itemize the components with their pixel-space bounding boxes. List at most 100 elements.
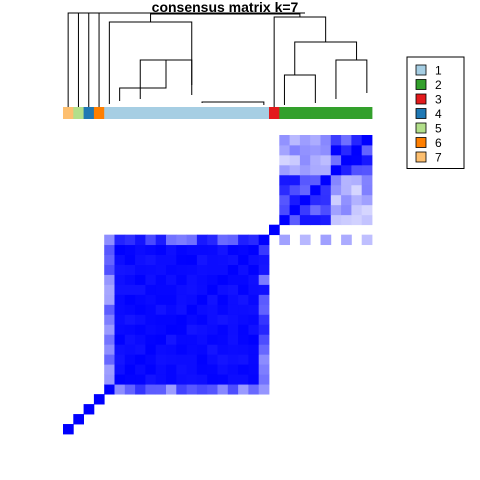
heatmap-cell (176, 244, 187, 255)
heatmap-cell (310, 154, 321, 166)
heatmap-cell (155, 384, 167, 395)
heatmap-cell (320, 194, 332, 206)
heatmap-cell (176, 304, 187, 315)
heatmap-cell (186, 314, 198, 325)
heatmap-cell (124, 364, 136, 375)
heatmap-cell (227, 254, 239, 265)
annotation-cell (279, 107, 290, 119)
heatmap-cell (351, 214, 363, 226)
heatmap-cell (83, 404, 95, 415)
heatmap-cell (289, 174, 301, 186)
heatmap-cell (124, 324, 136, 335)
heatmap-cell (289, 135, 301, 146)
heatmap-cell (155, 294, 167, 305)
heatmap-cell (207, 344, 218, 355)
heatmap-cell (104, 334, 115, 345)
heatmap-cell (207, 304, 218, 315)
heatmap-cell (176, 374, 187, 385)
heatmap-cell (135, 384, 146, 395)
heatmap-cell (238, 364, 249, 375)
heatmap-cell (238, 374, 249, 385)
heatmap-cell (279, 154, 290, 166)
heatmap-cell (166, 384, 177, 395)
heatmap-cell (279, 184, 290, 196)
heatmap-cell (330, 174, 342, 186)
heatmap-cell (248, 294, 260, 305)
heatmap-cell (114, 324, 126, 335)
heatmap-cell (114, 364, 126, 375)
heatmap-cell (258, 244, 270, 255)
heatmap-cell (166, 244, 177, 255)
heatmap-cell (186, 364, 198, 375)
annotation-cell (166, 107, 177, 119)
heatmap-cell (207, 384, 218, 395)
heatmap-cell (186, 384, 198, 395)
heatmap-cell (176, 284, 187, 295)
heatmap-cell (207, 244, 218, 255)
heatmap-cell (289, 204, 301, 216)
heatmap-cell (114, 384, 126, 395)
heatmap-cell (289, 154, 301, 166)
heatmap-cell (289, 164, 301, 176)
heatmap-cell (227, 334, 239, 345)
annotation-cell (299, 107, 311, 119)
heatmap-cell (207, 284, 218, 295)
heatmap-cell (135, 274, 146, 285)
heatmap-cell (217, 314, 229, 325)
heatmap-cell (341, 234, 352, 246)
heatmap-cell (145, 274, 157, 285)
cluster-annotation-bar (63, 107, 373, 119)
heatmap-cell (104, 244, 115, 255)
heatmap-cell (361, 194, 373, 206)
heatmap-cell (320, 144, 332, 156)
heatmap-cell (361, 154, 373, 166)
legend-swatch (415, 64, 427, 76)
heatmap-cell (310, 144, 321, 156)
heatmap-cell (279, 214, 290, 226)
annotation-cell (196, 107, 208, 119)
annotation-cell (145, 107, 157, 119)
annotation-cell (310, 107, 321, 119)
heatmap-cell (289, 214, 301, 226)
heatmap-cell (104, 254, 115, 265)
heatmap-cell (196, 304, 208, 315)
heatmap-cells (63, 135, 373, 435)
heatmap-cell (217, 284, 229, 295)
heatmap-cell (135, 344, 146, 355)
annotation-cell (258, 107, 270, 119)
heatmap-cell (361, 234, 373, 246)
heatmap-cell (114, 254, 126, 265)
annotation-cell (248, 107, 260, 119)
legend-swatch (415, 151, 427, 163)
heatmap-cell (196, 244, 208, 255)
heatmap-cell (341, 174, 352, 186)
dendrogram-link (201, 101, 265, 105)
heatmap-cell (320, 164, 332, 176)
heatmap-cell (104, 324, 115, 335)
heatmap-cell (124, 344, 136, 355)
heatmap-cell (289, 184, 301, 196)
dendrogram-link (294, 41, 358, 75)
annotation-cell (341, 107, 352, 119)
legend-label: 7 (435, 151, 442, 165)
heatmap-cell (248, 324, 260, 335)
heatmap-cell (341, 154, 352, 166)
heatmap-cell (207, 294, 218, 305)
heatmap-cell (310, 214, 321, 226)
heatmap-cell (238, 274, 249, 285)
heatmap-cell (238, 244, 249, 255)
annotation-cell (207, 107, 218, 119)
heatmap-cell (320, 174, 332, 186)
heatmap-cell (176, 324, 187, 335)
heatmap-cell (155, 314, 167, 325)
heatmap-cell (248, 344, 260, 355)
heatmap-cell (207, 264, 218, 275)
heatmap-cell (135, 254, 146, 265)
legend-label: 3 (435, 93, 442, 107)
heatmap-cell (196, 344, 208, 355)
heatmap-cell (227, 354, 239, 365)
heatmap-cell (227, 384, 239, 395)
heatmap-cell (176, 314, 187, 325)
heatmap-cell (114, 374, 126, 385)
